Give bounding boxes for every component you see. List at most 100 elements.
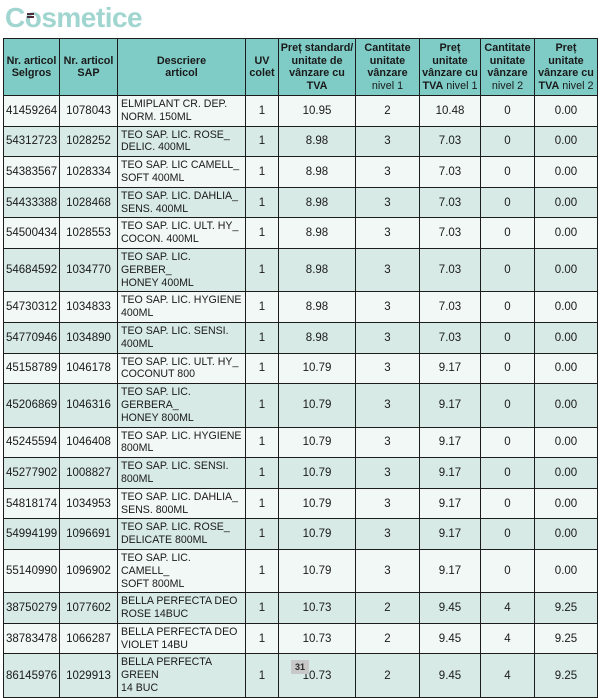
cell-sap: 1046178 xyxy=(59,352,118,385)
cell-pret-standard: 8.98 xyxy=(278,321,356,354)
column-header-cantitate-nivel1: Cantitate unitate vânzare nivel 1 xyxy=(355,38,420,96)
column-header-descriere: Descriere articol xyxy=(117,38,246,96)
cell-sap: 1096691 xyxy=(59,518,118,550)
cell-pret-standard: 8.98 xyxy=(278,186,356,219)
header-label-nivel: nivel 1 xyxy=(371,79,404,92)
cell-cantitate-nivel2: 0 xyxy=(480,156,535,188)
cell-pret-nivel1: 9.45 xyxy=(419,622,481,655)
cell-selgros: 41459264 xyxy=(3,95,60,127)
column-header-uv-colet: UV colet xyxy=(245,38,279,96)
cell-pret-nivel1: 7.03 xyxy=(419,321,481,354)
cell-sap: 1096902 xyxy=(59,548,118,594)
cell-uv: 1 xyxy=(245,457,279,489)
cell-pret-nivel2: 0.00 xyxy=(534,217,598,249)
products-table: Nr. articol Selgros Nr. articol SAP Desc… xyxy=(3,38,598,698)
cell-cantitate-nivel1: 3 xyxy=(355,186,420,219)
cell-selgros: 54994199 xyxy=(3,518,60,550)
cell-pret-nivel1: 7.03 xyxy=(419,247,481,293)
table-row: 38783478 1066287 BELLA PERFECTA DEO VIOLET… xyxy=(3,622,598,655)
cell-pret-nivel2: 0.00 xyxy=(534,518,598,550)
header-label-nivel: nivel 1 xyxy=(446,79,478,92)
table-row: 54818174 1034953 TEO SAP. LIC. DAHLIA_ SEN… xyxy=(3,487,598,520)
table-row: 54994199 1096691 TEO SAP. LIC. ROSE_ DELIC… xyxy=(3,518,598,550)
cell-selgros: 45158789 xyxy=(3,352,60,385)
cell-descriere: TEO SAP. LIC. HYGIENE 800ML xyxy=(117,426,246,459)
cell-sap: 1028468 xyxy=(59,186,118,219)
cell-pret-nivel1: 9.17 xyxy=(419,487,481,520)
cell-cantitate-nivel1: 2 xyxy=(355,622,420,655)
cell-pret-nivel1: 7.03 xyxy=(419,291,481,323)
page-footer: 31 xyxy=(0,660,600,674)
cell-descriere: BELLA PERFECTA DEO ROSE 14BUC xyxy=(117,592,246,624)
cell-descriere: TEO SAP. LIC. ULT. HY_ COCONUT 800 xyxy=(117,352,246,385)
cell-descriere: ELMIPLANT CR. DEP. NORM. 150ML xyxy=(117,95,246,127)
cell-pret-standard: 10.73 xyxy=(278,622,356,655)
table-row: 54500434 1028553 TEO SAP. LIC. ULT. HY_ CO… xyxy=(3,217,598,249)
cell-cantitate-nivel1: 3 xyxy=(355,352,420,385)
column-header-cantitate-nivel2: Cantitate unitate vânzare nivel 2 xyxy=(480,38,535,96)
cell-cantitate-nivel2: 0 xyxy=(480,125,535,158)
cell-pret-standard: 10.95 xyxy=(278,95,356,127)
cell-cantitate-nivel1: 3 xyxy=(355,548,420,594)
header-label: UV colet xyxy=(249,54,275,80)
cell-pret-standard: 8.98 xyxy=(278,156,356,188)
cell-pret-nivel2: 9.25 xyxy=(534,592,598,624)
header-label: Cantitate unitate vânzare xyxy=(364,42,411,79)
table-row: 38750279 1077602 BELLA PERFECTA DEO ROSE 1… xyxy=(3,592,598,624)
cell-pret-nivel1: 9.45 xyxy=(419,592,481,624)
table-row: 54383567 1028334 TEO SAP. LIC CAMELL_ SOFT… xyxy=(3,156,598,188)
cell-selgros: 54770946 xyxy=(3,321,60,354)
cell-uv: 1 xyxy=(245,186,279,219)
cell-cantitate-nivel2: 4 xyxy=(480,622,535,655)
cell-uv: 1 xyxy=(245,291,279,323)
page-number-badge: 31 xyxy=(290,660,309,674)
cell-uv: 1 xyxy=(245,247,279,293)
table-row: 45206869 1046316 TEO SAP. LIC. GERBERA_ HO… xyxy=(3,383,598,428)
cell-sap: 1028252 xyxy=(59,125,118,158)
cell-selgros: 54818174 xyxy=(3,487,60,520)
cell-pret-nivel2: 0.00 xyxy=(534,156,598,188)
cell-pret-standard: 10.73 xyxy=(278,592,356,624)
cell-pret-nivel2: 9.25 xyxy=(534,622,598,655)
page-title: Cosmetice xyxy=(5,2,143,33)
cell-pret-nivel1: 9.17 xyxy=(419,457,481,489)
cell-uv: 1 xyxy=(245,622,279,655)
table-row: 54312723 1028252 TEO SAP. LIC. ROSE_ DELIC… xyxy=(3,125,598,158)
header-label: Preț standard/ unitate de vânzare cu TVA xyxy=(280,42,354,92)
cell-pret-nivel2: 0.00 xyxy=(534,548,598,594)
table-row: 45158789 1046178 TEO SAP. LIC. ULT. HY_ CO… xyxy=(3,352,598,385)
cell-pret-nivel2: 0.00 xyxy=(534,383,598,428)
cell-cantitate-nivel1: 3 xyxy=(355,383,420,428)
cell-cantitate-nivel2: 0 xyxy=(480,548,535,594)
cell-cantitate-nivel1: 3 xyxy=(355,156,420,188)
cell-selgros: 54312723 xyxy=(3,125,60,158)
cell-pret-nivel2: 0.00 xyxy=(534,291,598,323)
cell-cantitate-nivel2: 0 xyxy=(480,383,535,428)
cell-pret-nivel2: 0.00 xyxy=(534,426,598,459)
cell-pret-standard: 10.79 xyxy=(278,426,356,459)
cell-uv: 1 xyxy=(245,217,279,249)
cell-descriere: TEO SAP. LIC CAMELL_ SOFT 400ML xyxy=(117,156,246,188)
cell-sap: 1078043 xyxy=(59,95,118,127)
table-body: 41459264 1078043 ELMIPLANT CR. DEP. NORM. … xyxy=(3,95,598,698)
cell-cantitate-nivel2: 0 xyxy=(480,291,535,323)
cell-cantitate-nivel1: 3 xyxy=(355,457,420,489)
cell-pret-nivel2: 0.00 xyxy=(534,247,598,293)
cell-sap: 1034770 xyxy=(59,247,118,293)
cell-pret-standard: 10.79 xyxy=(278,383,356,428)
cell-sap: 1046316 xyxy=(59,383,118,428)
table-row: 45277902 1008827 TEO SAP. LIC. SENSI. 800M… xyxy=(3,457,598,489)
cell-pret-nivel2: 0.00 xyxy=(534,186,598,219)
cell-pret-nivel1: 7.03 xyxy=(419,186,481,219)
cell-pret-nivel1: 9.17 xyxy=(419,352,481,385)
cell-uv: 1 xyxy=(245,426,279,459)
cell-sap: 1077602 xyxy=(59,592,118,624)
cell-cantitate-nivel2: 0 xyxy=(480,426,535,459)
cell-uv: 1 xyxy=(245,95,279,127)
cell-cantitate-nivel2: 0 xyxy=(480,247,535,293)
cell-descriere: TEO SAP. LIC. ROSE_ DELICATE 800ML xyxy=(117,518,246,550)
cell-pret-standard: 10.79 xyxy=(278,352,356,385)
cell-cantitate-nivel2: 0 xyxy=(480,518,535,550)
cell-pret-nivel2: 0.00 xyxy=(534,487,598,520)
table-header-row: Nr. articol Selgros Nr. articol SAP Desc… xyxy=(3,38,598,96)
